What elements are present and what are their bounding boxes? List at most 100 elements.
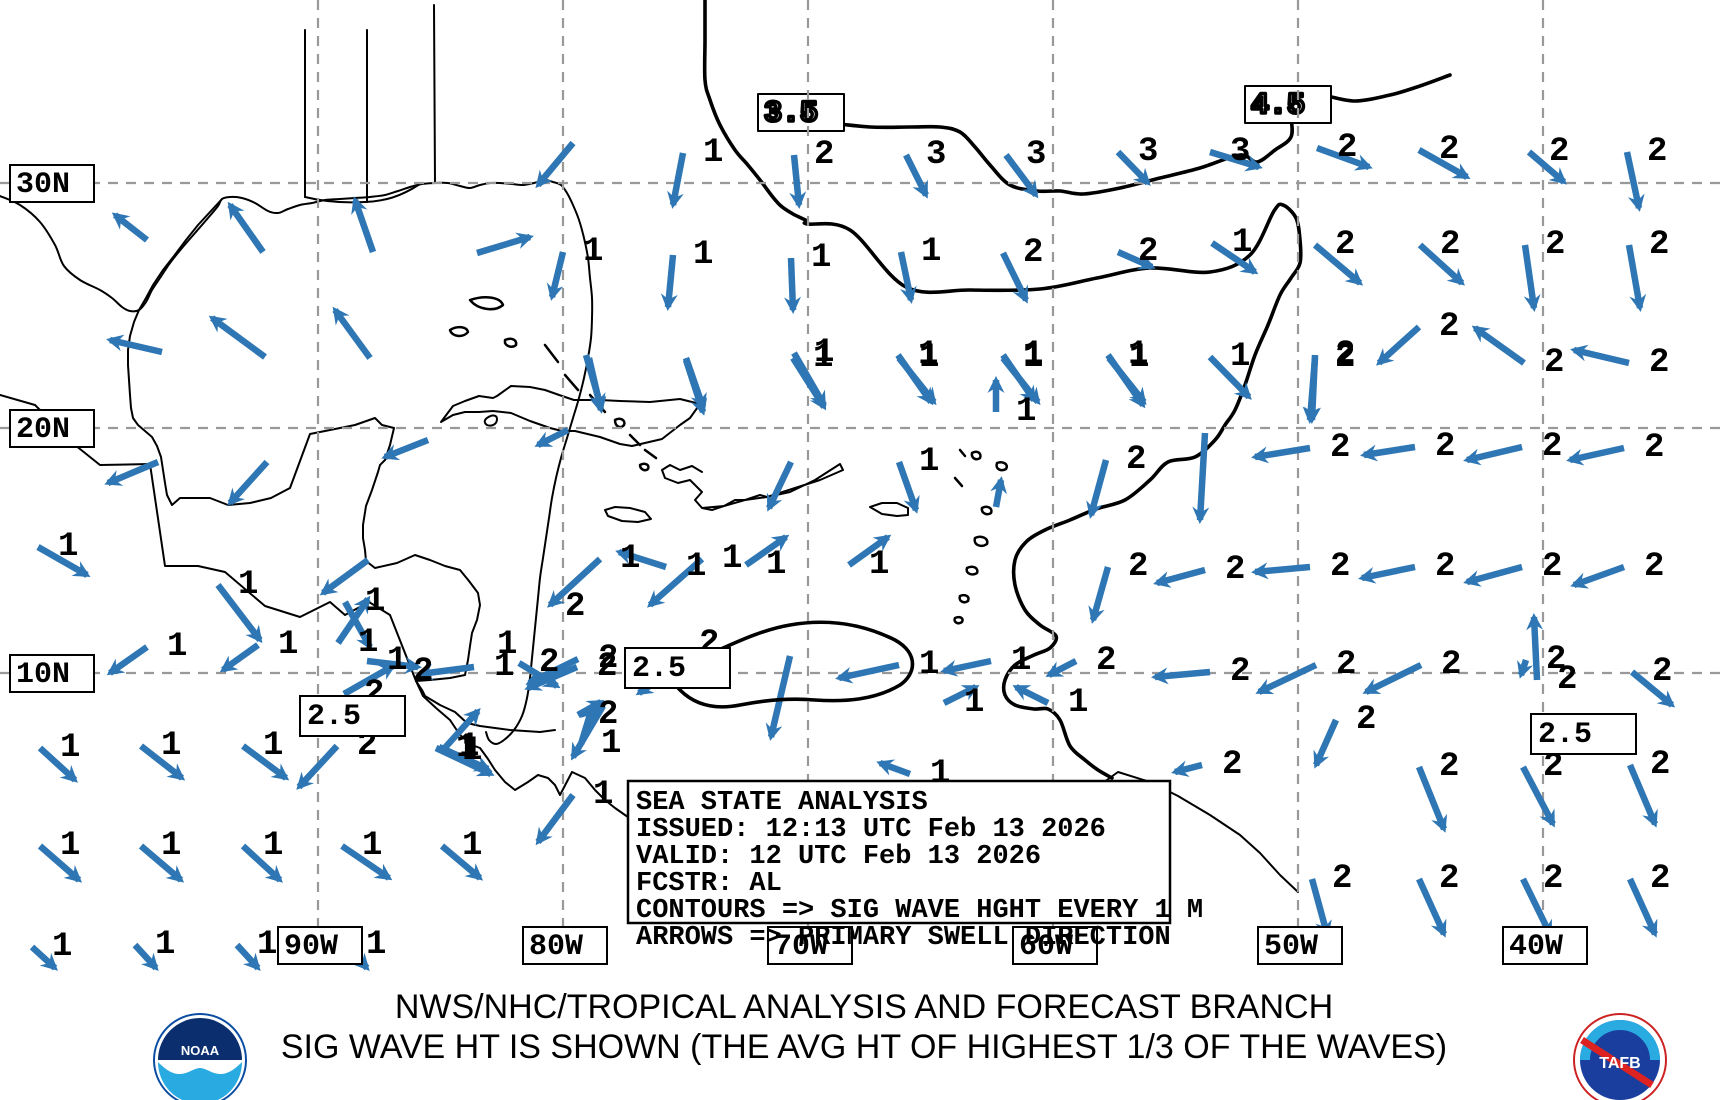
svg-text:3: 3	[1138, 133, 1158, 171]
svg-text:2: 2	[1337, 129, 1357, 167]
svg-text:30N: 30N	[16, 168, 70, 202]
svg-text:2: 2	[1023, 234, 1043, 272]
svg-text:2: 2	[1543, 860, 1563, 898]
svg-text:2: 2	[1644, 548, 1664, 586]
svg-text:90W: 90W	[284, 930, 338, 964]
svg-text:1: 1	[366, 926, 386, 964]
svg-text:SEA STATE ANALYSIS: SEA STATE ANALYSIS	[636, 788, 928, 818]
svg-text:1: 1	[620, 540, 640, 578]
svg-text:FCSTR: AL: FCSTR: AL	[636, 869, 782, 899]
svg-text:1: 1	[278, 626, 298, 664]
svg-text:2.5: 2.5	[1538, 718, 1592, 752]
svg-text:2: 2	[1439, 308, 1459, 346]
svg-text:2: 2	[1650, 860, 1670, 898]
svg-text:2: 2	[1440, 226, 1460, 264]
svg-text:1: 1	[462, 827, 482, 865]
svg-text:2: 2	[1644, 429, 1664, 467]
svg-text:ISSUED: 12:13 UTC Feb 13 2026: ISSUED: 12:13 UTC Feb 13 2026	[636, 815, 1106, 845]
svg-text:3: 3	[1026, 136, 1046, 174]
svg-text:1: 1	[52, 928, 72, 966]
svg-text:1: 1	[722, 540, 742, 578]
svg-text:2: 2	[1441, 646, 1461, 684]
svg-text:2: 2	[1330, 548, 1350, 586]
svg-text:2: 2	[814, 136, 834, 174]
svg-text:2: 2	[598, 696, 618, 734]
svg-text:2.5: 2.5	[307, 700, 361, 734]
svg-text:1: 1	[1232, 224, 1252, 262]
svg-text:3: 3	[926, 136, 946, 174]
svg-text:1: 1	[869, 546, 889, 584]
svg-text:1: 1	[161, 727, 181, 765]
svg-text:1: 1	[766, 546, 786, 584]
svg-text:1: 1	[1128, 336, 1148, 374]
svg-text:50W: 50W	[1264, 930, 1318, 964]
svg-text:1: 1	[167, 628, 187, 666]
svg-text:1: 1	[257, 926, 277, 964]
svg-text:2: 2	[1647, 133, 1667, 171]
svg-text:3.5: 3.5	[764, 97, 818, 131]
svg-text:2: 2	[1439, 748, 1459, 786]
svg-text:1: 1	[365, 583, 385, 621]
svg-text:2: 2	[1332, 860, 1352, 898]
svg-text:2: 2	[1652, 653, 1672, 691]
svg-text:20N: 20N	[16, 413, 70, 447]
svg-text:2: 2	[1335, 336, 1355, 374]
svg-text:1: 1	[155, 926, 175, 964]
svg-text:2: 2	[1356, 701, 1376, 739]
svg-text:1: 1	[263, 827, 283, 865]
svg-text:1: 1	[161, 827, 181, 865]
svg-text:2.5: 2.5	[632, 652, 686, 686]
svg-text:2: 2	[1335, 226, 1355, 264]
svg-text:1: 1	[263, 727, 283, 765]
svg-text:2: 2	[1544, 344, 1564, 382]
svg-text:1: 1	[1023, 336, 1043, 374]
svg-text:NWS/NHC/TROPICAL ANALYSIS AND: NWS/NHC/TROPICAL ANALYSIS AND FORECAST B…	[395, 988, 1333, 1026]
svg-text:2: 2	[598, 640, 618, 678]
svg-text:1: 1	[60, 827, 80, 865]
svg-text:1: 1	[1016, 393, 1036, 431]
svg-text:1: 1	[1068, 684, 1088, 722]
svg-text:1: 1	[459, 728, 479, 766]
svg-text:1: 1	[703, 134, 723, 172]
svg-text:2: 2	[1435, 428, 1455, 466]
svg-text:1: 1	[814, 334, 834, 372]
svg-text:2: 2	[1542, 428, 1562, 466]
svg-text:2: 2	[1649, 344, 1669, 382]
svg-text:80W: 80W	[529, 930, 583, 964]
svg-text:2: 2	[1330, 429, 1350, 467]
svg-text:2: 2	[1650, 746, 1670, 784]
svg-text:1: 1	[583, 233, 603, 271]
svg-text:1: 1	[693, 236, 713, 274]
svg-text:1: 1	[358, 624, 378, 662]
svg-text:2: 2	[1096, 642, 1116, 680]
svg-text:1: 1	[919, 646, 939, 684]
svg-text:1: 1	[387, 642, 407, 680]
svg-text:2: 2	[1545, 226, 1565, 264]
svg-text:1: 1	[1230, 338, 1250, 376]
svg-text:2: 2	[1222, 746, 1242, 784]
svg-text:10N: 10N	[16, 658, 70, 692]
svg-text:CONTOURS => SIG WAVE HGHT EVER: CONTOURS => SIG WAVE HGHT EVERY 1 M	[636, 896, 1203, 926]
svg-text:1: 1	[362, 827, 382, 865]
svg-text:1: 1	[686, 548, 706, 586]
svg-text:SIG WAVE HT IS SHOWN (THE AVG: SIG WAVE HT IS SHOWN (THE AVG HT OF HIGH…	[281, 1028, 1447, 1066]
svg-text:2: 2	[1138, 233, 1158, 271]
svg-text:NOAA: NOAA	[181, 1043, 220, 1058]
svg-text:1: 1	[1011, 642, 1031, 680]
svg-text:2: 2	[539, 644, 559, 682]
svg-text:2: 2	[1225, 551, 1245, 589]
svg-text:1: 1	[60, 729, 80, 767]
svg-text:1: 1	[58, 528, 78, 566]
svg-text:2: 2	[1126, 441, 1146, 479]
svg-text:3: 3	[1230, 133, 1250, 171]
svg-text:2: 2	[1336, 646, 1356, 684]
svg-text:40W: 40W	[1509, 930, 1563, 964]
svg-text:1: 1	[497, 626, 517, 664]
svg-text:1: 1	[964, 684, 984, 722]
svg-text:2: 2	[1435, 548, 1455, 586]
svg-text:VALID: 12 UTC Feb 13 2026: VALID: 12 UTC Feb 13 2026	[636, 842, 1041, 872]
svg-text:2: 2	[1230, 653, 1250, 691]
svg-text:TAFB: TAFB	[1599, 1055, 1640, 1072]
svg-text:1: 1	[918, 336, 938, 374]
svg-text:2: 2	[565, 588, 585, 626]
